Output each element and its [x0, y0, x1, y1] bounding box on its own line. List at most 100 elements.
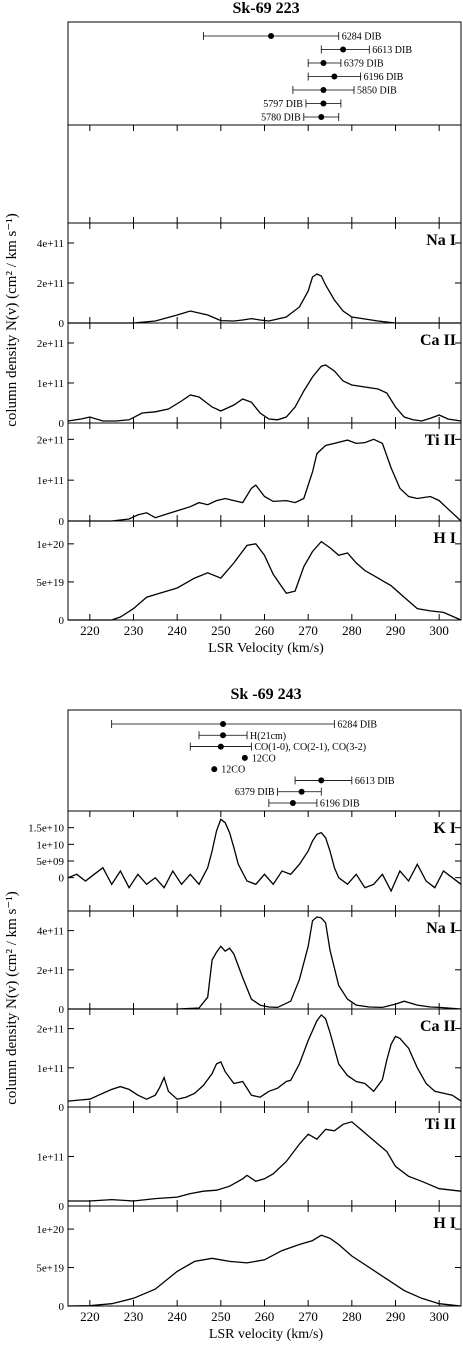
y-tick-label: 2e+11 [37, 1024, 64, 1036]
dib-label: 6284 DIB [337, 720, 377, 731]
y-tick-label: 0 [59, 1102, 65, 1114]
x-tick-label: 280 [342, 623, 362, 638]
series-line [68, 273, 461, 324]
x-tick-label: 240 [167, 623, 187, 638]
x-axis-label: LSR velocity (km/s) [209, 1327, 324, 1342]
dib-label: 6196 DIB [320, 799, 360, 810]
dib-label: 6196 DIB [364, 72, 404, 83]
dib-marker [320, 87, 327, 93]
series-line [68, 540, 462, 621]
y-tick-label: 0 [59, 1004, 65, 1016]
y-tick-label: 1e+11 [37, 1152, 64, 1164]
chart-sk69-243: Sk -69 243 column density N(v) (cm² / km… [4, 686, 462, 1342]
panel-species-label: Ca II [420, 1018, 456, 1035]
series-line [67, 1234, 462, 1307]
y-tick-label: 1e+11 [37, 475, 64, 487]
x-tick-label: 290 [386, 623, 406, 638]
panel-frame [67, 1106, 462, 1207]
dib-label: 5780 DIB [261, 113, 301, 124]
panel-frame [67, 810, 462, 912]
panel-k-i: 0 5e+09 1e+10 1.5e+10 K I [28, 810, 462, 912]
chart-plot-area: 6284 DIB 6613 DIB 6379 DIB 6196 DIB 5850 DIB… [36, 21, 462, 638]
panel-na-i: 0 2e+11 4e+11 Na I [37, 222, 462, 330]
dib-marker [241, 754, 248, 761]
dib-label: 5797 DIB [263, 99, 303, 110]
y-tick-label: 2e+11 [37, 278, 64, 290]
panel-ti-ii: 0 1e+11 2e+11 Ti II [37, 422, 462, 528]
dib-label: 5850 DIB [357, 86, 397, 97]
y-tick-label: 1.5e+10 [28, 823, 64, 835]
x-tick-label: 230 [124, 1309, 144, 1324]
panel-species-label: Na I [426, 920, 456, 937]
dib-label: 6284 DIB [342, 32, 382, 43]
dib-label: 6613 DIB [355, 776, 395, 787]
panel-frame [67, 124, 462, 224]
dib-marker [217, 743, 224, 750]
y-tick-label: 5e+19 [36, 1263, 64, 1275]
y-tick-label: 0 [59, 318, 65, 330]
dib-label: 6379 DIB [344, 59, 384, 70]
dib-marker [320, 60, 327, 66]
y-tick-label: 5e+09 [36, 856, 64, 868]
chart-plot-area: 6284 DIB H(21cm)CO(1-0), CO(2-1), CO(3-2)… [28, 709, 462, 1324]
x-tick-label: 260 [255, 1309, 275, 1324]
series-line [67, 818, 462, 893]
panel-empty [67, 124, 462, 224]
panel-frame [67, 1205, 462, 1307]
y-tick-label: 0 [59, 516, 65, 528]
x-tick-label: 270 [298, 623, 318, 638]
panel-species-label: H I [433, 1215, 456, 1232]
panel-species-label: Ca II [420, 332, 456, 349]
y-tick-label: 0 [59, 1201, 65, 1213]
chart-sk69-223: Sk-69 223 column density N(v) (cm² / km … [4, 0, 462, 656]
series-line [68, 916, 462, 1010]
x-tick-label: 290 [386, 1309, 406, 1324]
panel-h-i: 0 5e+19 1e+20 H I [36, 520, 462, 627]
dib-marker [318, 777, 325, 784]
panel-na-i: 0 2e+11 4e+11 Na I [37, 910, 462, 1016]
dib-marker [211, 766, 218, 773]
panel-ca-ii: 0 1e+11 2e+11 Ca II [37, 322, 462, 430]
x-axis-label: LSR Velocity (km/s) [208, 641, 324, 656]
panel-species-label: Ti II [425, 432, 456, 449]
chart-title: Sk -69 243 [230, 686, 301, 703]
chart-title: Sk-69 223 [232, 0, 299, 17]
panel-species-label: Na I [426, 232, 456, 249]
y-tick-label: 1e+10 [36, 839, 64, 851]
y-tick-label: 2e+11 [37, 338, 64, 350]
y-tick-label: 1e+20 [36, 1224, 64, 1236]
dib-label: 12CO [221, 765, 245, 776]
dib-marker [289, 800, 296, 806]
panel-frame [67, 422, 462, 522]
dib-marker [220, 732, 227, 739]
x-tick-label: 230 [124, 623, 144, 638]
dib-marker [331, 73, 338, 80]
panel-ca-ii: 0 1e+11 2e+11 Ca II [37, 1008, 462, 1114]
y-tick-label: 1e+11 [37, 378, 64, 390]
x-tick-label: 260 [255, 623, 275, 638]
panel-species-label: H I [433, 530, 456, 547]
series-line [68, 1121, 462, 1202]
y-tick-label: 2e+11 [37, 434, 64, 446]
dib-label: 6613 DIB [372, 45, 412, 56]
x-tick-label: 300 [429, 623, 449, 638]
panel-frame [67, 322, 462, 424]
series-line [67, 1013, 462, 1102]
y-tick-label: 5e+19 [36, 577, 64, 589]
dib-label: 6379 DIB [235, 787, 275, 798]
y-tick-label: 4e+11 [37, 926, 64, 938]
x-tick-label: 220 [80, 623, 100, 638]
panel-ti-ii: 0 1e+11 Ti II [37, 1106, 462, 1213]
y-tick-label: 0 [59, 418, 65, 430]
panel-frame [67, 520, 462, 621]
x-tick-label: 250 [211, 623, 231, 638]
dib-marker [340, 46, 347, 53]
y-tick-label: 4e+11 [37, 238, 64, 250]
dib-marker [320, 100, 327, 107]
panel-species-label: K I [433, 820, 456, 837]
y-tick-label: 0 [59, 873, 65, 885]
y-tick-label: 0 [59, 1301, 65, 1313]
y-tick-label: 1e+20 [36, 539, 64, 551]
dib-label: H(21cm) [250, 731, 286, 742]
